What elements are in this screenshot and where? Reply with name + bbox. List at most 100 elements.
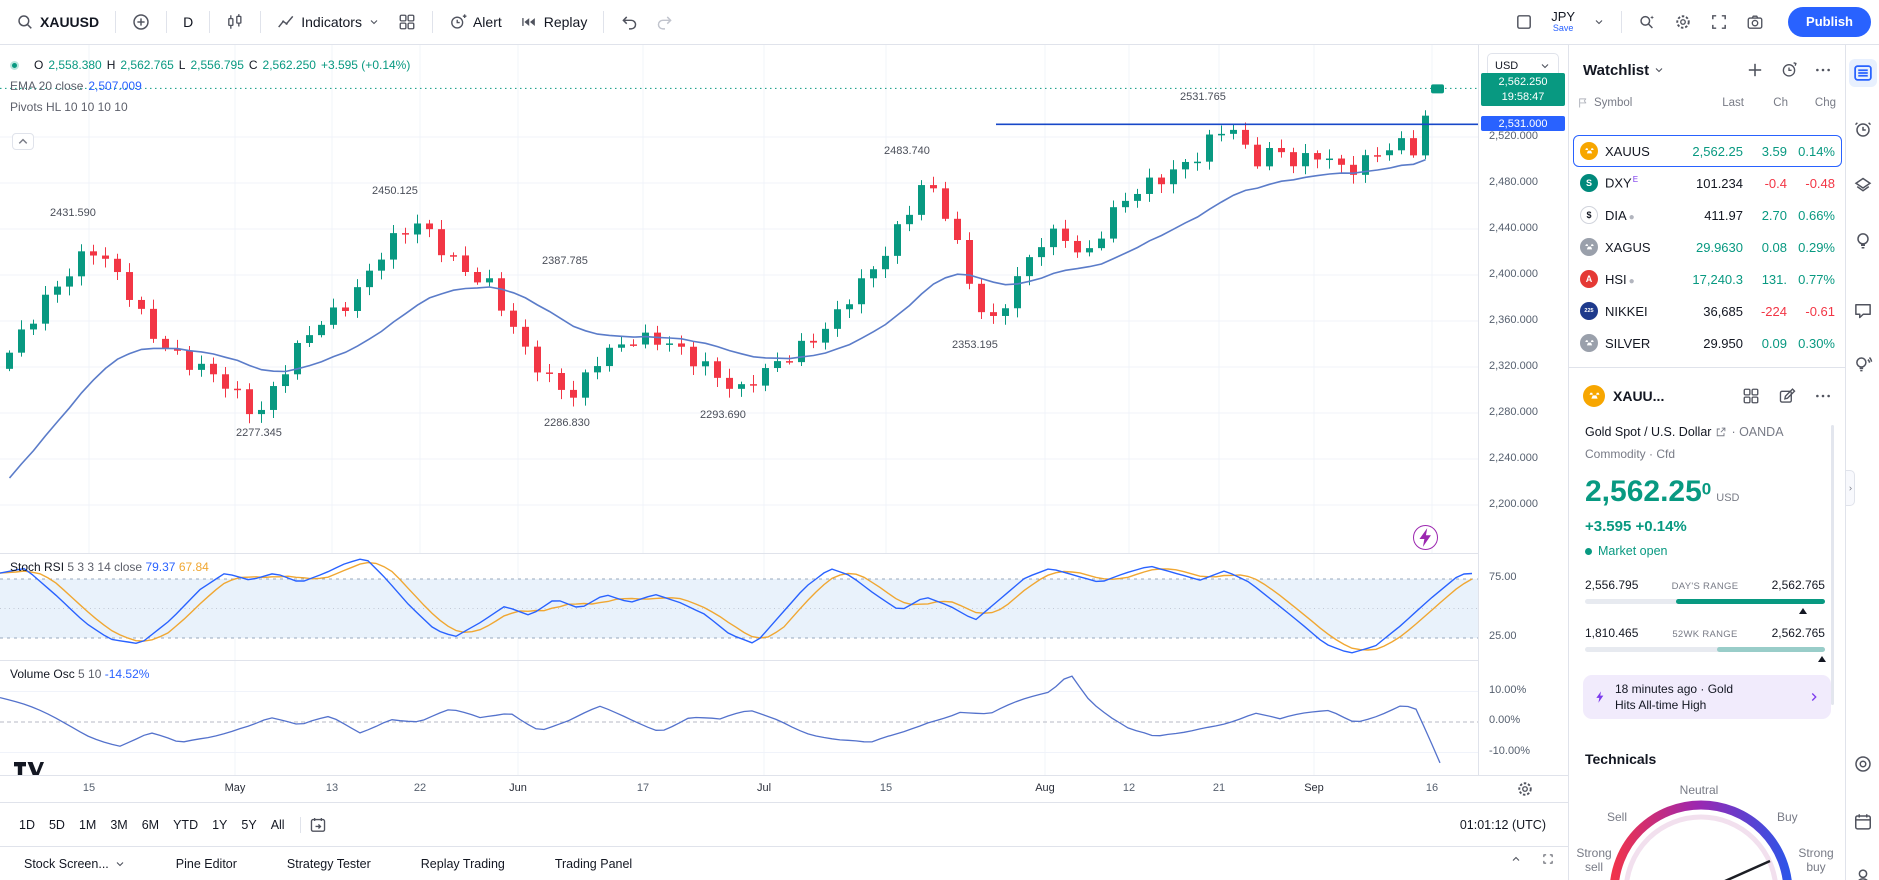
external-link-icon[interactable] — [1715, 426, 1727, 438]
sidebar-streams-button[interactable] — [1849, 350, 1877, 378]
range-button-6m[interactable]: 6M — [135, 813, 166, 837]
range-button-1d[interactable]: 1D — [12, 813, 42, 837]
range-button-1y[interactable]: 1Y — [205, 813, 234, 837]
panel-maximize-icon[interactable] — [1542, 853, 1554, 865]
symbol-marker-dot — [10, 61, 19, 70]
chart-settings-button[interactable] — [1666, 8, 1700, 36]
range-button-ytd[interactable]: YTD — [166, 813, 205, 837]
sidebar-object-tree-button[interactable] — [1849, 171, 1877, 199]
range-button-all[interactable]: All — [264, 813, 292, 837]
axis-settings-gear-icon[interactable] — [1516, 780, 1534, 798]
alert-button[interactable]: Alert — [441, 8, 510, 36]
watchlist-row-xauus[interactable]: XAUUS 2,562.25 3.59 0.14% — [1573, 135, 1842, 167]
indicators-button[interactable]: Indicators — [269, 8, 388, 36]
publish-button[interactable]: Publish — [1788, 6, 1871, 37]
sidebar-alerts-button[interactable] — [1849, 115, 1877, 143]
sidebar-people-button[interactable] — [1849, 863, 1877, 880]
watchlist-row-nikkei[interactable]: 225 NIKKEI 36,685 -224 -0.61 — [1573, 295, 1842, 327]
watchlist-row-dxy[interactable]: S DXYE 101.234 -0.4 -0.48 — [1573, 167, 1842, 199]
interval-button[interactable]: D — [175, 9, 201, 35]
stoch-rsi-legend[interactable]: Stoch RSI 5 3 3 14 close 79.37 67.84 — [10, 560, 209, 574]
symbol-menu-icon[interactable] — [1814, 387, 1832, 405]
lightning-icon — [1593, 690, 1607, 704]
sidebar-pine-button[interactable] — [1849, 750, 1877, 778]
flag-icon[interactable] — [1577, 97, 1589, 109]
change-value: +3.595 (+0.14%) — [320, 58, 411, 72]
main-chart-canvas[interactable] — [0, 45, 1478, 553]
row-symbol: HSI ● — [1605, 271, 1635, 287]
tab-stock-screen[interactable]: Stock Screen... — [18, 856, 132, 872]
lightbulb-icon — [1853, 231, 1873, 251]
volosc-label: Volume Osc — [10, 667, 75, 681]
go-to-date-icon[interactable] — [309, 816, 327, 834]
news-headline-pill[interactable]: 18 minutes ago · Gold Hits All-time High — [1583, 675, 1831, 719]
plus-circle-icon — [132, 13, 150, 31]
layers-icon — [1853, 175, 1873, 195]
watchlist-row-dia[interactable]: $ DIA ● 411.97 2.70 0.66% — [1573, 199, 1842, 231]
chart-area: O 2,558.380 H 2,562.765 L 2,556.795 C 2,562.… — [0, 45, 1568, 880]
volume-osc-canvas[interactable] — [0, 661, 1478, 775]
watchlist-menu-icon[interactable] — [1814, 61, 1832, 79]
row-change-pct: 0.14% — [1798, 143, 1835, 159]
ema-legend-row[interactable]: EMA 20 close 2,507.009 — [10, 76, 410, 97]
watchlist-row-hsi[interactable]: A HSI ● 17,240.3 131. 0.77% — [1573, 263, 1842, 295]
undo-button[interactable] — [612, 8, 646, 36]
range-button-3m[interactable]: 3M — [103, 813, 134, 837]
templates-grid-icon — [398, 13, 416, 31]
currency-save-button[interactable]: JPY Save — [1543, 5, 1583, 38]
symbol-layout-icon[interactable] — [1742, 387, 1760, 405]
tab-replay-trading[interactable]: Replay Trading — [415, 856, 511, 872]
tab-pine-editor[interactable]: Pine Editor — [170, 856, 243, 872]
utc-clock[interactable]: 01:01:12 (UTC) — [1459, 817, 1546, 832]
price-superscript: 0 — [1701, 479, 1712, 499]
news-lightning-button[interactable] — [1413, 525, 1438, 550]
symbol-edit-icon[interactable] — [1778, 387, 1796, 405]
alert-clock-icon — [449, 13, 467, 31]
sidebar-ideas-button[interactable] — [1849, 227, 1877, 255]
volume-osc-pane: Volume Osc 5 10 -14.52% — [0, 660, 1568, 775]
panel-scrollbar[interactable] — [1831, 425, 1834, 705]
range-button-5y[interactable]: 5Y — [234, 813, 263, 837]
column-ch: Ch — [1773, 97, 1788, 109]
snapshot-button[interactable] — [1738, 8, 1772, 36]
quick-search-button[interactable] — [1630, 8, 1664, 36]
time-axis[interactable]: 15 May 13 22 Jun 17 Jul 15 Aug 12 21 Sep 16 — [0, 775, 1568, 802]
fullscreen-button[interactable] — [1702, 8, 1736, 36]
watchlist-row-xagus[interactable]: XAGUS 29.9630 0.08 0.29% — [1573, 231, 1842, 263]
layout-button[interactable] — [1507, 8, 1541, 36]
time-axis-label: Sep — [1304, 782, 1324, 794]
toolbar-divider — [1621, 10, 1623, 33]
symbol-full-name-row[interactable]: Gold Spot / U.S. Dollar · OANDA — [1585, 425, 1835, 439]
range-button-1m[interactable]: 1M — [72, 813, 103, 837]
sidebar-watchlist-button[interactable] — [1849, 59, 1877, 87]
range-button-5d[interactable]: 5D — [42, 813, 72, 837]
redo-button[interactable] — [648, 8, 682, 36]
indicator-templates-button[interactable] — [390, 8, 424, 36]
sidebar-calendar-button[interactable] — [1849, 808, 1877, 836]
watchlist-row-silver[interactable]: SILVER 29.950 0.09 0.30% — [1573, 327, 1842, 359]
52wk-range-fill — [1717, 647, 1825, 652]
sidebar-chat-button[interactable] — [1849, 297, 1877, 325]
stoch-rsi-canvas[interactable] — [0, 554, 1478, 660]
panel-expand-icon[interactable] — [1510, 853, 1522, 865]
tab-trading-panel[interactable]: Trading Panel — [549, 856, 638, 872]
chart-type-button[interactable] — [218, 8, 252, 36]
add-symbol-icon[interactable] — [1746, 61, 1764, 79]
gauge-strong-sell-label: Strong sell — [1576, 846, 1612, 875]
ohlc-legend-row[interactable]: O 2,558.380 H 2,562.765 L 2,556.795 C 2,562.… — [10, 55, 410, 76]
compare-add-button[interactable] — [124, 8, 158, 36]
panel-collapse-tab[interactable] — [1846, 470, 1855, 506]
watchlist-column-headers[interactable]: Symbol Last Ch Chg — [1569, 97, 1845, 109]
replay-button[interactable]: Replay — [512, 8, 596, 36]
tab-strategy-tester[interactable]: Strategy Tester — [281, 856, 377, 872]
currency-dropdown-button[interactable] — [1585, 11, 1613, 33]
row-symbol: NIKKEI — [1605, 303, 1648, 319]
pivots-legend-row[interactable]: Pivots HL 10 10 10 10 — [10, 97, 410, 118]
watchlist-title-dropdown[interactable]: Watchlist — [1583, 62, 1665, 79]
watchlist-list-icon — [1853, 63, 1873, 83]
price-scale[interactable]: USD 2,562.250 19:58:47 2,531.000 2,520.0… — [1478, 45, 1568, 775]
legend-collapse-button[interactable] — [12, 133, 34, 150]
symbol-search-button[interactable]: XAUUSD — [8, 8, 107, 36]
watchlist-history-icon[interactable] — [1780, 61, 1798, 79]
chevron-up-icon — [18, 137, 28, 147]
